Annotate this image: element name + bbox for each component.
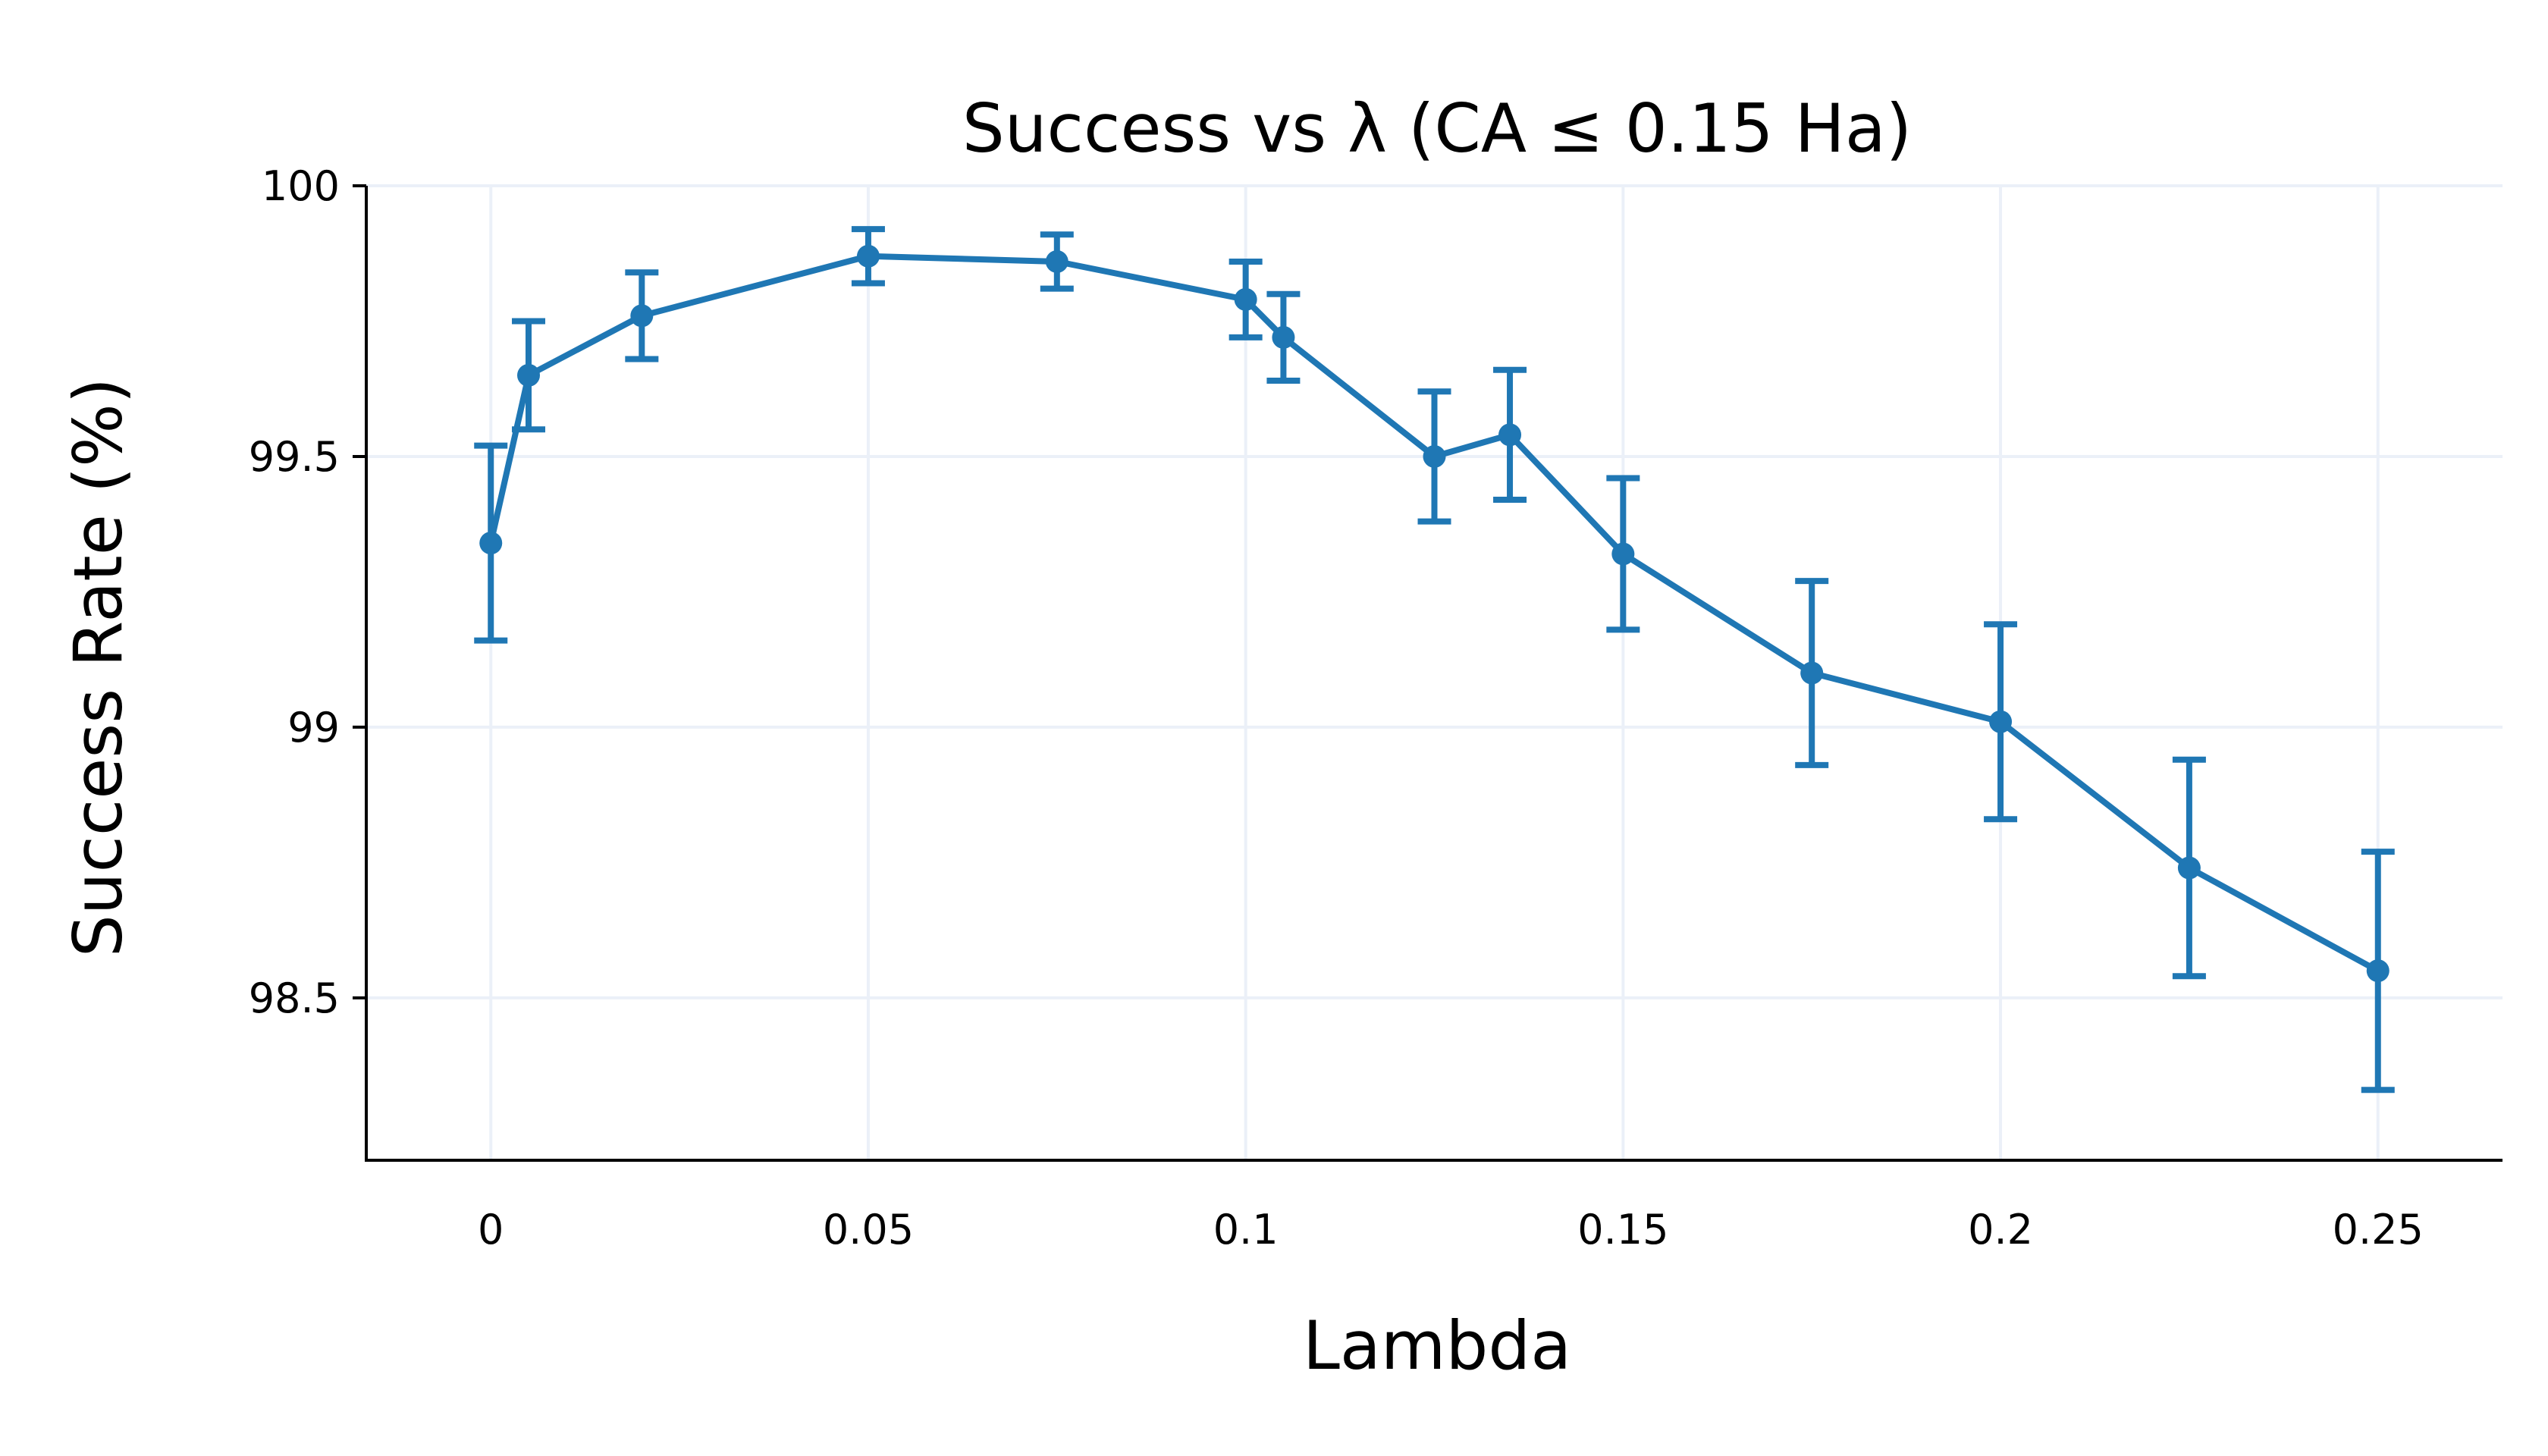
data-point <box>1498 423 1522 447</box>
y-tick-label: 99 <box>287 704 340 752</box>
series-layer <box>474 226 2395 1094</box>
data-point <box>1800 661 1824 685</box>
x-tick-label: 0 <box>478 1206 504 1254</box>
x-tick-label: 0.15 <box>1577 1206 1668 1254</box>
axes-layer <box>353 184 2502 1162</box>
y-tick-label: 99.5 <box>249 433 340 481</box>
chart-title: Success vs λ (CA ≤ 0.15 Ha) <box>962 89 1912 168</box>
data-point <box>1989 710 2013 733</box>
series-line <box>488 253 2380 974</box>
data-point <box>2177 856 2201 880</box>
data-point <box>1045 249 1068 273</box>
x-tick-label: 0.25 <box>2333 1206 2424 1254</box>
x-tick-label: 0.05 <box>823 1206 914 1254</box>
data-point <box>1423 444 1446 468</box>
labels-layer: 0 0.05 0.1 0.15 0.2 0.25 98.5 99 99.5 100 <box>249 162 2424 1254</box>
y-tick-label: 100 <box>262 162 340 210</box>
data-point <box>630 304 654 328</box>
data-point <box>856 244 880 268</box>
data-point <box>517 363 541 387</box>
data-point <box>2366 959 2390 983</box>
x-axis-title: Lambda <box>1303 1307 1571 1385</box>
grid-layer <box>366 184 2502 1160</box>
data-point <box>1611 542 1635 566</box>
data-point <box>479 532 503 555</box>
y-tick-label: 98.5 <box>249 974 340 1022</box>
x-tick-label: 0.1 <box>1213 1206 1279 1254</box>
data-point <box>1234 287 1257 311</box>
data-point <box>1272 325 1295 349</box>
y-axis-title: Success Rate (%) <box>59 378 137 957</box>
x-tick-label: 0.2 <box>1968 1206 2033 1254</box>
